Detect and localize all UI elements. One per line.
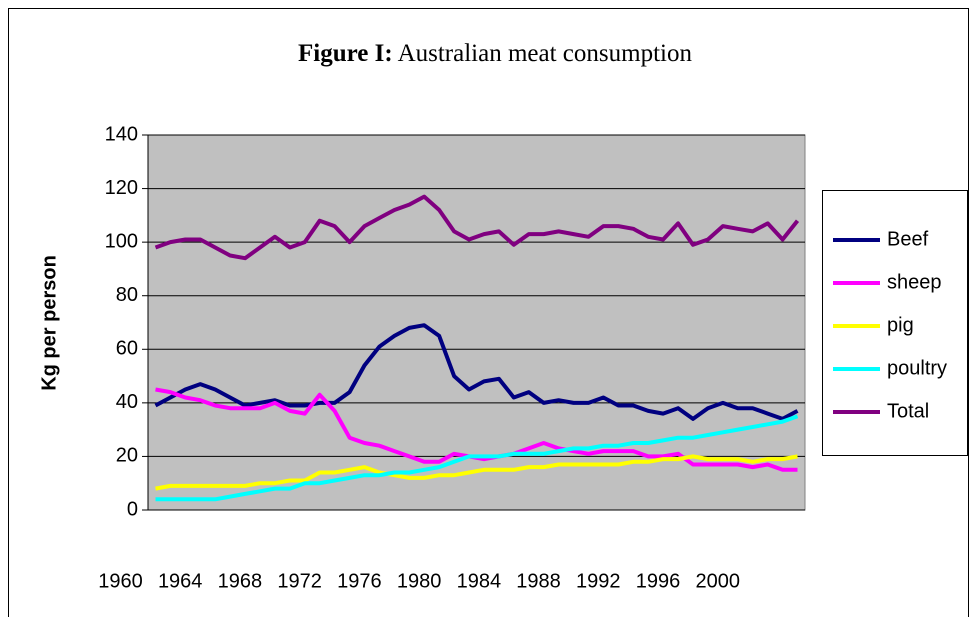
plot-area — [147, 134, 806, 511]
series-line — [155, 454, 798, 491]
x-tick-label: 1968 — [218, 570, 263, 592]
series-line — [155, 414, 799, 502]
y-axis-label: Kg per person — [38, 255, 60, 391]
y-tick-label: 60 — [116, 338, 138, 360]
y-tick-label: 80 — [116, 284, 138, 306]
y-tick-label: 20 — [116, 445, 138, 467]
y-tick-label: 120 — [105, 177, 138, 199]
x-tick-label: 1972 — [277, 570, 322, 592]
x-tick-label: 1980 — [397, 570, 442, 592]
chart-title: Figure I: Australian meat consumption — [298, 40, 692, 67]
x-tick-label: 1992 — [576, 570, 621, 592]
y-tick-label: 40 — [116, 391, 138, 413]
y-tick-label: 100 — [105, 230, 138, 252]
legend-label: Total — [887, 400, 929, 422]
x-tick-label: 1984 — [457, 570, 502, 592]
x-tick-label: 1996 — [636, 570, 681, 592]
y-tick-label: 0 — [127, 498, 138, 520]
title-prefix: Figure I: — [298, 40, 393, 67]
y-tick-label: 140 — [105, 123, 138, 145]
x-tick-label: 2000 — [695, 570, 740, 592]
x-tick-label: 1964 — [158, 570, 203, 592]
series-line — [154, 323, 799, 421]
legend-label: sheep — [887, 271, 942, 293]
legend-label: poultry — [887, 357, 947, 379]
x-tick-label: 1988 — [516, 570, 561, 592]
x-tick-label: 1976 — [337, 570, 382, 592]
title-text: Australian meat consumption — [398, 40, 693, 67]
series-line — [154, 194, 800, 261]
legend-label: pig — [887, 314, 914, 336]
legend-label: Beef — [887, 228, 929, 250]
x-tick-label: 1960 — [98, 570, 143, 592]
